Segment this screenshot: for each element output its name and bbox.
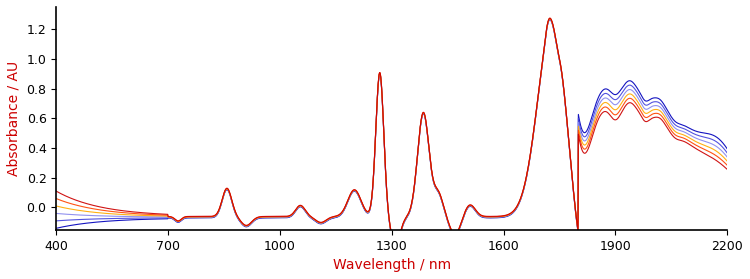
X-axis label: Wavelength / nm: Wavelength / nm — [333, 258, 451, 272]
Y-axis label: Absorbance / AU: Absorbance / AU — [7, 61, 21, 176]
